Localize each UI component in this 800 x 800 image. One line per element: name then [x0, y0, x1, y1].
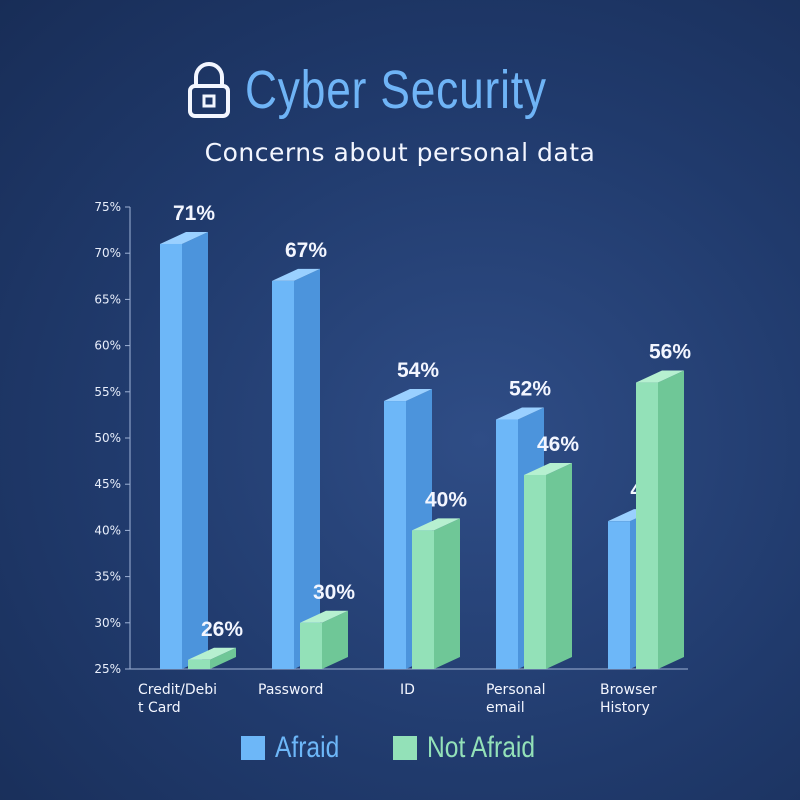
x-tick-label: ID [400, 682, 415, 698]
data-label-afraid: 54% [397, 359, 439, 382]
data-label-not-afraid: 46% [537, 433, 579, 456]
bar-top [636, 370, 684, 383]
bar-not-afraid [524, 462, 572, 669]
data-label-afraid: 52% [509, 378, 551, 401]
bar-side [546, 462, 572, 669]
bar-front [272, 280, 294, 669]
data-label-afraid: 71% [173, 202, 215, 225]
bar-front [160, 243, 182, 669]
y-tick-label: 70% [94, 246, 121, 260]
x-axis-labels: Credit/Debi t Card Password ID Personal email… [138, 682, 657, 716]
bar-front [300, 622, 322, 669]
bar-top [496, 407, 544, 420]
data-label-not-afraid: 56% [649, 341, 691, 364]
bars: 71%26%67%30%54%40%52%46%4156% [160, 202, 691, 669]
x-tick-label: Credit/Debi t Card [138, 682, 217, 716]
bar-side [182, 231, 208, 669]
bar-top [524, 462, 572, 475]
bar-front [636, 382, 658, 669]
bar-top [384, 389, 432, 402]
chart-title: Cyber Security [244, 60, 547, 120]
data-label-afraid: 67% [285, 239, 327, 262]
bar-front [384, 401, 406, 669]
legend-label-not-afraid: Not Afraid [427, 731, 536, 764]
y-axis: 25% 30% 35% 40% 45% 50% 55% 60% 65% 70% 75% [94, 200, 688, 676]
bar-side [434, 518, 460, 669]
bar-not-afraid [188, 647, 236, 669]
x-tick-label: Browser History [600, 682, 657, 716]
lock-icon [187, 62, 230, 118]
bar-front [188, 659, 210, 669]
bar-top [188, 647, 236, 660]
header: Cyber Security [0, 55, 800, 125]
bar-top [272, 268, 320, 281]
bar-top [412, 518, 460, 531]
legend-item-afraid: Afraid [240, 731, 353, 765]
y-tick-label: 55% [94, 385, 121, 399]
legend-label-afraid: Afraid [274, 731, 340, 764]
y-tick-label: 35% [94, 570, 121, 584]
bar-front [608, 521, 630, 669]
y-tick-label: 65% [94, 292, 121, 306]
y-tick-label: 45% [94, 477, 121, 491]
bar-not-afraid [412, 518, 460, 669]
bar-front [524, 474, 546, 669]
y-tick-label: 40% [94, 523, 121, 537]
bar-side [322, 610, 348, 669]
bar-front [496, 419, 518, 669]
bar-top [300, 610, 348, 623]
y-tick-label: 50% [94, 431, 121, 445]
bar-not-afraid [636, 370, 684, 669]
y-tick-label: 75% [94, 200, 121, 214]
legend-swatch-afraid [240, 736, 265, 760]
y-tick-label: 25% [94, 662, 121, 676]
legend-swatch-not-afraid [393, 736, 418, 760]
legend-item-not-afraid: Not Afraid [393, 731, 559, 765]
chart-subtitle: Concerns about personal data [204, 138, 596, 167]
legend: Afraid Not Afraid [0, 728, 800, 768]
y-tick-label: 30% [94, 616, 121, 630]
bar-side [210, 647, 236, 669]
y-tick-label: 60% [94, 339, 121, 353]
x-tick-label: Personal email [486, 682, 546, 716]
bar-not-afraid [300, 610, 348, 669]
data-label-not-afraid: 30% [313, 581, 355, 604]
x-tick-label: Password [258, 682, 323, 698]
data-label-not-afraid: 26% [201, 618, 243, 641]
bar-top [160, 231, 208, 244]
bar-afraid [272, 268, 320, 669]
bar-afraid [160, 231, 208, 669]
data-label-not-afraid: 40% [425, 488, 467, 511]
bar-side [658, 370, 684, 669]
bar-side [294, 268, 320, 669]
bar-front [412, 530, 434, 669]
